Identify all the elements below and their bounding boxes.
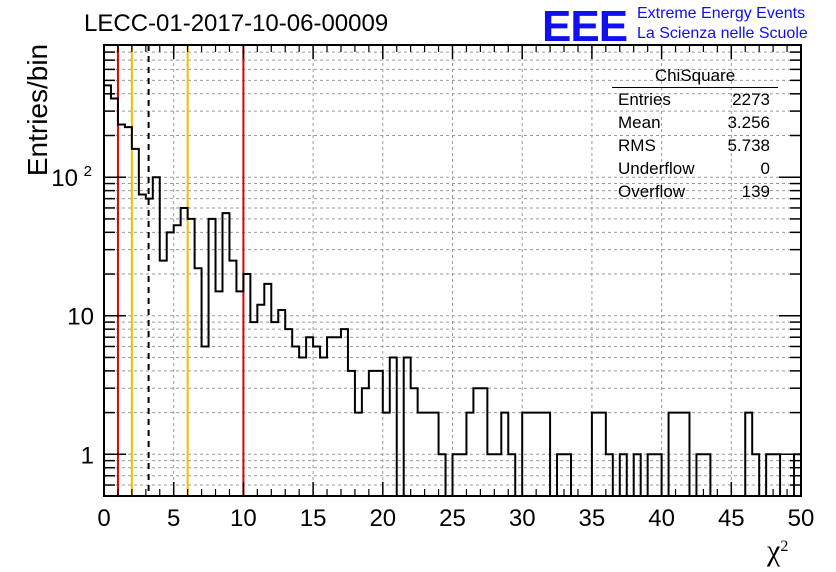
x-tick-label: 10 (230, 505, 257, 532)
y-tick-label: 10 (67, 304, 94, 331)
grid (104, 44, 801, 497)
logo-line-1: Extreme Energy Events (637, 5, 806, 22)
stats-row: Underflow 0 (618, 159, 770, 178)
stats-box: ChiSquare Entries 2273 Mean 3.256 RMS 5.738… (612, 66, 778, 205)
x-tick-label: 40 (648, 505, 675, 532)
x-axis-label: χ2 (767, 534, 789, 567)
x-tick-label: 20 (369, 505, 396, 532)
stats-row: Entries 2273 (618, 90, 770, 109)
stats-row: Overflow 139 (618, 182, 770, 201)
tick-labels: 0 5 10 15 20 25 30 35 40 45 50 1 10 10 2 (51, 163, 814, 532)
reference-lines (116, 45, 245, 496)
axis-ticks (103, 44, 802, 497)
stats-title: ChiSquare (612, 66, 778, 88)
x-tick-label: 50 (788, 505, 815, 532)
y-tick-label-exponent: 2 (84, 163, 92, 180)
stats-row: RMS 5.738 (618, 136, 770, 155)
x-tick-label: 45 (718, 505, 745, 532)
x-tick-label: 30 (509, 505, 536, 532)
logo-line-2: La Scienza nelle Scuole (637, 25, 808, 42)
y-tick-label: 10 (51, 165, 78, 192)
stats-row: Mean 3.256 (618, 113, 770, 132)
y-tick-label: 1 (81, 442, 94, 469)
x-tick-label: 5 (167, 505, 180, 532)
x-tick-label: 15 (300, 505, 327, 532)
x-tick-label: 0 (97, 505, 110, 532)
y-axis-label: Entries/bin (22, 43, 53, 177)
x-tick-label: 35 (579, 505, 606, 532)
chart-title: LECC-01-2017-10-06-00009 (84, 10, 389, 37)
x-tick-label: 25 (439, 505, 466, 532)
eee-logo: EEE (542, 2, 628, 51)
